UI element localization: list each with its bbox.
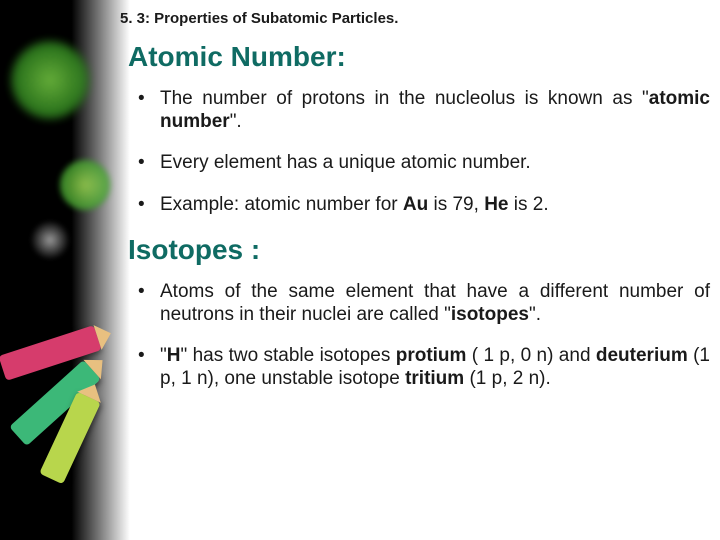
bullet-isotope-definition: Atoms of the same element that have a di…: [138, 280, 710, 326]
bullets-isotopes: Atoms of the same element that have a di…: [138, 280, 710, 391]
text: (1 p, 2 n).: [464, 368, 551, 389]
text-bold: isotopes: [451, 304, 529, 325]
text-bold: tritium: [405, 368, 464, 389]
left-decoration: [0, 0, 130, 540]
swirl-green-small: [60, 160, 110, 210]
text-bold: H: [167, 345, 181, 366]
bullet-atomic-definition: The number of protons in the nucleolus i…: [138, 87, 710, 133]
text: is 79,: [428, 194, 484, 215]
text-bold: deuterium: [596, 345, 688, 366]
chapter-label: 5. 3: Properties of Subatomic Particles.: [120, 10, 710, 27]
heading-atomic-number: Atomic Number:: [128, 41, 710, 73]
swirl-green-large: [10, 40, 90, 120]
swirl-white: [30, 220, 70, 260]
text: Atoms of the same element that have a di…: [160, 281, 710, 325]
text-bold: Au: [403, 194, 428, 215]
text-bold: He: [484, 194, 508, 215]
text: ".: [529, 304, 541, 325]
text: The number of protons in the nucleolus i…: [160, 88, 649, 109]
text: Example: atomic number for: [160, 194, 403, 215]
text: is 2.: [508, 194, 548, 215]
text-bold: protium: [396, 345, 467, 366]
bullet-hydrogen-isotopes: "H" has two stable isotopes protium ( 1 …: [138, 344, 710, 390]
text: " has two stable isotopes: [180, 345, 395, 366]
slide-content: 5. 3: Properties of Subatomic Particles.…: [120, 10, 710, 408]
bullet-example: Example: atomic number for Au is 79, He …: [138, 193, 710, 216]
text: ".: [230, 111, 242, 132]
text: ": [160, 345, 167, 366]
text: ( 1 p, 0 n) and: [466, 345, 595, 366]
bullets-atomic-number: The number of protons in the nucleolus i…: [138, 87, 710, 216]
bullet-unique: Every element has a unique atomic number…: [138, 151, 710, 174]
heading-isotopes: Isotopes :: [128, 234, 710, 266]
pencils-graphic: [0, 320, 130, 480]
